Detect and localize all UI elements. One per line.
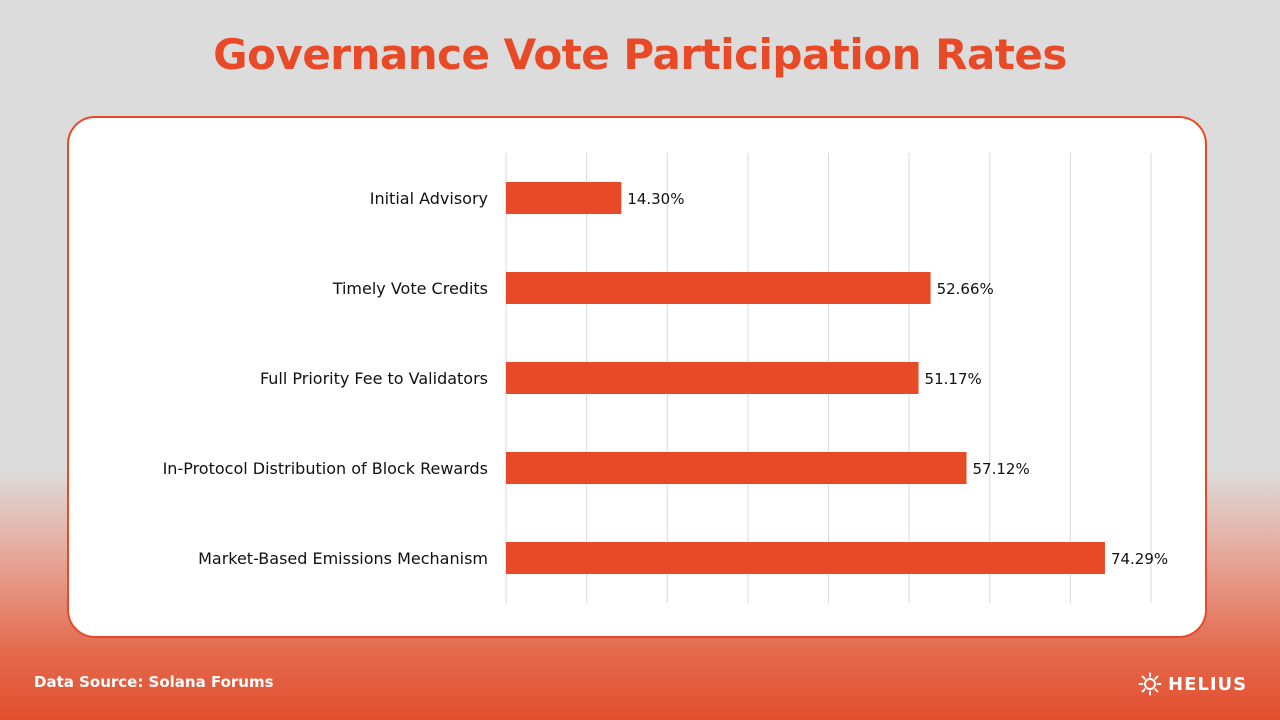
category-label: In-Protocol Distribution of Block Reward… bbox=[163, 459, 488, 478]
data-label: 51.17% bbox=[925, 370, 982, 388]
page-title: Governance Vote Participation Rates bbox=[213, 30, 1067, 79]
helius-sun-icon bbox=[1138, 672, 1162, 696]
data-label: 57.12% bbox=[973, 460, 1030, 478]
helius-logo: HELIUS bbox=[1138, 672, 1247, 696]
data-label: 14.30% bbox=[627, 190, 684, 208]
bar bbox=[506, 182, 622, 214]
bar-chart: Initial Advisory 14.30% Timely Vote Credit… bbox=[163, 153, 1168, 603]
category-label: Initial Advisory bbox=[370, 189, 488, 208]
bar bbox=[506, 272, 931, 304]
data-source-label: Data Source: Solana Forums bbox=[34, 673, 274, 691]
logo-text: HELIUS bbox=[1168, 673, 1248, 695]
category-label: Full Priority Fee to Validators bbox=[260, 369, 488, 388]
bar bbox=[506, 452, 967, 484]
category-label: Timely Vote Credits bbox=[332, 279, 488, 298]
bar bbox=[506, 542, 1105, 574]
bar bbox=[506, 362, 919, 394]
data-label: 52.66% bbox=[937, 280, 994, 298]
chart-card: Initial Advisory 14.30% Timely Vote Credit… bbox=[67, 116, 1207, 638]
data-label: 74.29% bbox=[1111, 550, 1168, 568]
category-label: Market-Based Emissions Mechanism bbox=[198, 549, 488, 568]
